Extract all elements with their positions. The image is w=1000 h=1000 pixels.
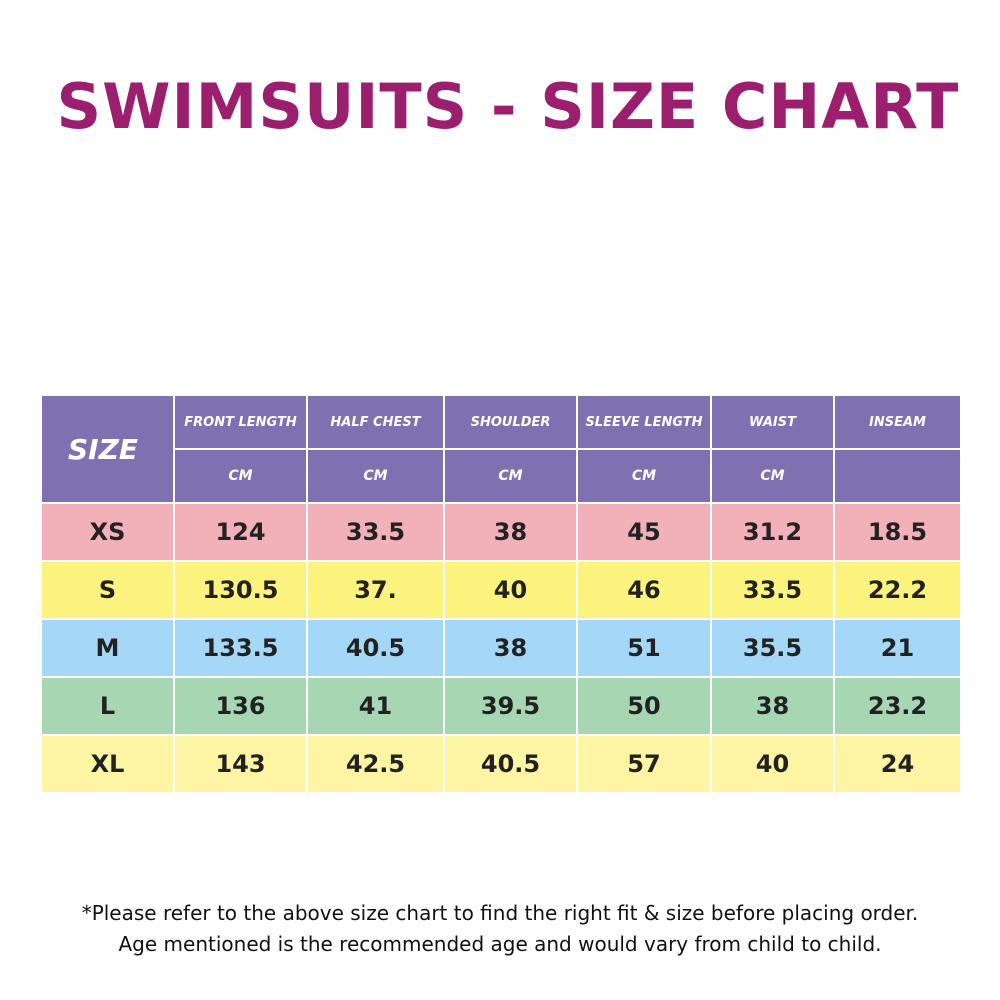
value-cell: 23.2	[833, 676, 962, 736]
size-cell: S	[40, 560, 175, 620]
unit-half-chest: CM	[306, 448, 445, 504]
size-chart-note: *Please refer to the above size chart to…	[81, 901, 919, 925]
value-cell: 45	[576, 502, 712, 562]
value-cell: 38	[443, 502, 578, 562]
column-header-sleeve-length: SLEEVE LENGTH	[576, 394, 712, 450]
column-header-waist: WAIST	[710, 394, 835, 450]
value-cell: 21	[833, 618, 962, 678]
column-header-half-chest: HALF CHEST	[306, 394, 445, 450]
unit-waist: CM	[710, 448, 835, 504]
value-cell: 50	[576, 676, 712, 736]
value-cell: 38	[710, 676, 835, 736]
header-row-labels: SIZE FRONT LENGTH HALF CHEST SHOULDER SL…	[40, 394, 962, 504]
value-cell: 124	[173, 502, 308, 562]
value-cell: 37.	[306, 560, 445, 620]
value-cell: 40	[710, 734, 835, 794]
value-cell: 24	[833, 734, 962, 794]
value-cell: 39.5	[443, 676, 578, 736]
value-cell: 41	[306, 676, 445, 736]
size-cell: XS	[40, 502, 175, 562]
value-cell: 40	[443, 560, 578, 620]
value-cell: 40.5	[306, 618, 445, 678]
value-cell: 31.2	[710, 502, 835, 562]
value-cell: 133.5	[173, 618, 308, 678]
value-cell: 130.5	[173, 560, 308, 620]
size-cell: M	[40, 618, 175, 678]
unit-inseam	[833, 448, 962, 504]
table-row: XS 124 33.5 38 45 31.2 18.5	[40, 502, 962, 562]
size-column-header: SIZE	[40, 394, 175, 504]
value-cell: 33.5	[306, 502, 445, 562]
unit-front-length: CM	[173, 448, 308, 504]
value-cell: 57	[576, 734, 712, 794]
size-cell: XL	[40, 734, 175, 794]
value-cell: 35.5	[710, 618, 835, 678]
header-row-units: CM CM CM CM CM	[41, 448, 962, 504]
value-cell: 136	[173, 676, 308, 736]
page-title: SWIMSUITS - SIZE CHART	[56, 70, 960, 143]
table-row: L 136 41 39.5 50 38 23.2	[40, 676, 962, 736]
column-header-front-length: FRONT LENGTH	[173, 394, 308, 450]
size-cell: L	[40, 676, 175, 736]
value-cell: 42.5	[306, 734, 445, 794]
unit-sleeve-length: CM	[576, 448, 712, 504]
value-cell: 51	[576, 618, 712, 678]
table-row: S 130.5 37. 40 46 33.5 22.2	[40, 560, 962, 620]
value-cell: 40.5	[443, 734, 578, 794]
value-cell: 18.5	[833, 502, 962, 562]
value-cell: 33.5	[710, 560, 835, 620]
column-header-shoulder: SHOULDER	[443, 394, 578, 450]
age-note: Age mentioned is the recommended age and…	[118, 932, 882, 956]
size-chart-table: SIZE FRONT LENGTH HALF CHEST SHOULDER SL…	[40, 394, 962, 794]
column-header-inseam: INSEAM	[833, 394, 962, 450]
value-cell: 38	[443, 618, 578, 678]
unit-shoulder: CM	[443, 448, 578, 504]
value-cell: 22.2	[833, 560, 962, 620]
table-row: M 133.5 40.5 38 51 35.5 21	[40, 618, 962, 678]
value-cell: 46	[576, 560, 712, 620]
value-cell: 143	[173, 734, 308, 794]
table-row: XL 143 42.5 40.5 57 40 24	[40, 734, 962, 794]
